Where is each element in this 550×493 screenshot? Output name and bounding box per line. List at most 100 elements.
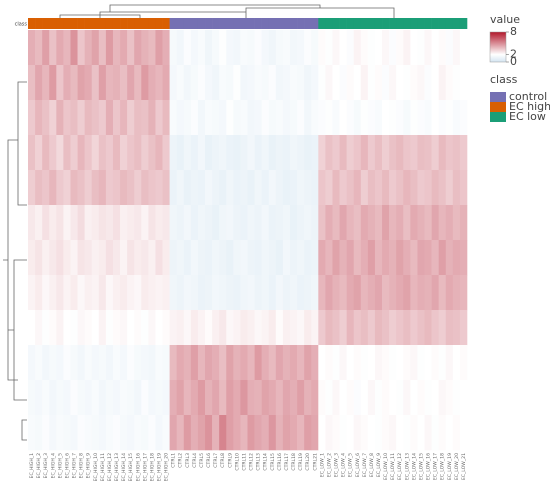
heat-cell — [141, 65, 149, 101]
heat-cell — [205, 205, 213, 241]
heat-cell — [134, 100, 142, 136]
heat-cell — [275, 380, 284, 416]
heat-cell — [261, 310, 270, 346]
heat-cell — [268, 380, 277, 416]
class-bar-cell — [183, 18, 192, 29]
heat-cell — [205, 100, 213, 136]
heat-cell — [219, 310, 227, 346]
heat-cell — [56, 205, 64, 241]
heat-cell — [120, 415, 128, 451]
heat-cell — [445, 205, 454, 241]
heat-cell — [35, 380, 43, 416]
heat-cell — [339, 205, 347, 241]
heat-cell — [297, 100, 305, 136]
heat-cell — [318, 345, 326, 381]
heat-cell — [183, 345, 192, 381]
heat-cell — [459, 415, 468, 451]
heat-cell — [445, 170, 454, 206]
heat-cell — [389, 30, 397, 66]
heat-cell — [162, 345, 170, 381]
heat-cell — [424, 170, 432, 206]
heat-cell — [190, 65, 199, 101]
class-bar-cell — [339, 18, 347, 29]
heat-cell — [105, 345, 114, 381]
heat-cell — [70, 310, 78, 346]
class-bar-cell — [374, 18, 383, 29]
heat-cell — [141, 240, 149, 276]
heat-cell — [63, 380, 71, 416]
heat-cell — [389, 310, 397, 346]
heat-cell — [49, 100, 57, 136]
heat-cell — [382, 135, 390, 171]
heat-cell — [247, 380, 255, 416]
heat-cell — [28, 135, 36, 171]
heat-cell — [353, 275, 362, 311]
class-bar-cell — [212, 18, 220, 29]
heat-cell — [148, 135, 156, 171]
column-label: CTRL5 — [199, 453, 205, 468]
column-label: EC_HIGH_16 — [135, 453, 141, 481]
heat-cell — [56, 415, 64, 451]
heat-cell — [105, 170, 114, 206]
heat-cell — [261, 380, 270, 416]
heat-cell — [374, 170, 383, 206]
heat-cell — [134, 415, 142, 451]
heat-cell — [332, 30, 340, 66]
heat-cell — [190, 135, 199, 171]
class-bar-cell — [205, 18, 213, 29]
heat-cell — [105, 30, 114, 66]
heat-cell — [254, 380, 262, 416]
heat-cell — [424, 415, 432, 451]
class-bar-cell — [438, 18, 447, 29]
heat-cell — [162, 310, 170, 346]
heat-cell — [367, 65, 376, 101]
column-label: EC_LOW_10 — [383, 453, 389, 480]
column-label: EC_HIGH_9 — [86, 453, 92, 479]
heat-cell — [226, 415, 234, 451]
heat-cell — [459, 30, 468, 66]
heat-cell — [417, 380, 425, 416]
heat-cell — [396, 100, 404, 136]
heat-cell — [438, 30, 447, 66]
heat-cell — [360, 170, 369, 206]
heat-cell — [190, 380, 199, 416]
heat-cell — [35, 415, 43, 451]
column-label: EC_HIGH_7 — [72, 453, 78, 479]
heat-cell — [190, 30, 199, 66]
heat-cell — [374, 415, 383, 451]
heat-cell — [212, 135, 220, 171]
heat-cell — [275, 135, 284, 171]
heat-cell — [261, 170, 270, 206]
heat-cell — [219, 30, 227, 66]
heat-cell — [403, 135, 411, 171]
heat-cell — [289, 380, 298, 416]
class-bar-cell — [261, 18, 270, 29]
heat-cell — [403, 100, 411, 136]
heat-cell — [77, 135, 85, 171]
column-label: EC_HIGH_8 — [79, 453, 85, 479]
heat-cell — [382, 275, 390, 311]
heat-cell — [389, 135, 397, 171]
heat-cell — [459, 380, 468, 416]
heat-cell — [339, 170, 347, 206]
heat-cell — [148, 170, 156, 206]
heat-cell — [63, 100, 71, 136]
heat-cell — [240, 65, 248, 101]
heat-cell — [431, 380, 439, 416]
heat-cell — [282, 65, 291, 101]
column-label: EC_HIGH_12 — [107, 453, 113, 481]
heat-cell — [240, 310, 248, 346]
heat-cell — [105, 380, 114, 416]
heat-cell — [268, 135, 277, 171]
heat-cell — [275, 170, 284, 206]
class-bar-cell — [311, 18, 319, 29]
heat-cell — [84, 100, 93, 136]
heat-cell — [197, 30, 206, 66]
heat-cell — [190, 205, 199, 241]
heat-cell — [197, 310, 206, 346]
heat-cell — [197, 100, 206, 136]
heat-cell — [389, 380, 397, 416]
heat-cell — [63, 170, 71, 206]
heat-cell — [445, 345, 454, 381]
heat-cell — [56, 380, 64, 416]
